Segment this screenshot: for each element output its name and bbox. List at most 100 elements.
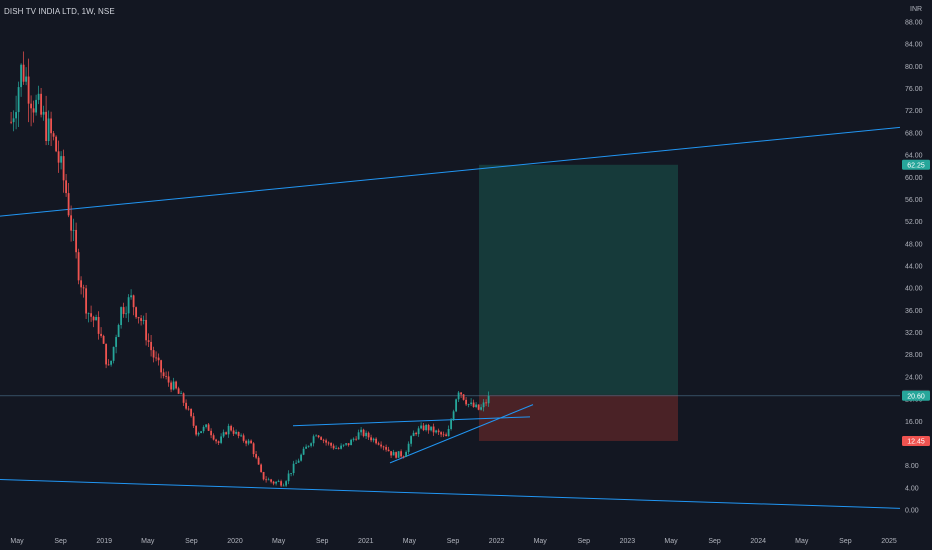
price-tick-label: 72.00 xyxy=(905,108,923,115)
candle-body xyxy=(222,432,225,437)
price-tick-label: 64.00 xyxy=(905,153,923,160)
candle-body xyxy=(240,435,242,437)
rising-support-trendline[interactable] xyxy=(389,404,534,464)
candle-body xyxy=(435,430,437,433)
candle-body xyxy=(302,448,305,455)
candle-body xyxy=(450,419,452,429)
lower-channel-trendline[interactable] xyxy=(0,479,900,509)
candle-body xyxy=(455,399,457,412)
price-axis[interactable]: 88.00 84.00 80.00 76.00 72.00 68.00 64.00 60.00… xyxy=(900,0,932,530)
candle-body xyxy=(327,442,330,444)
candle-body xyxy=(442,434,445,436)
candle-body xyxy=(92,316,95,321)
candle-body xyxy=(267,479,270,481)
candle-body xyxy=(467,404,470,405)
target-profit-zone[interactable] xyxy=(479,164,678,395)
candle-body xyxy=(100,333,102,336)
candle-body xyxy=(332,445,335,449)
candle-body xyxy=(247,440,250,444)
candle-body xyxy=(127,297,130,314)
price-tick-label: 56.00 xyxy=(905,197,923,204)
candle-body xyxy=(90,313,92,317)
candle-body xyxy=(65,180,67,194)
candle-body xyxy=(135,307,137,318)
candle-body xyxy=(252,443,255,455)
time-axis-label: May xyxy=(141,538,155,545)
candle-body xyxy=(282,485,285,487)
candle-body xyxy=(300,454,302,461)
time-axis-label: Sep xyxy=(316,538,329,545)
candle-body xyxy=(375,438,377,444)
candle-body xyxy=(35,99,37,113)
price-badge-label: 62.25 xyxy=(907,162,925,169)
candle-body xyxy=(452,411,455,420)
candle-body xyxy=(197,433,200,435)
candle-body xyxy=(20,64,22,88)
candle-body xyxy=(227,425,230,435)
candle-body xyxy=(362,429,365,437)
candle-body xyxy=(17,87,20,113)
candle-body xyxy=(190,408,192,417)
candle-body xyxy=(67,193,70,216)
time-axis-label: 2019 xyxy=(96,538,112,545)
candle-body xyxy=(372,438,375,441)
candle-body xyxy=(477,404,480,410)
candle-body xyxy=(485,402,487,404)
candle-body xyxy=(317,435,320,438)
candle-body xyxy=(205,424,207,427)
price-tick-label: 24.00 xyxy=(905,374,923,381)
candle-body xyxy=(107,364,110,366)
candle-body xyxy=(400,451,402,457)
candle-body xyxy=(80,280,82,288)
candle-body xyxy=(365,432,367,437)
candle-body xyxy=(207,424,210,431)
candle-body xyxy=(60,156,62,163)
resistance-trendline[interactable] xyxy=(292,416,531,427)
candle-body xyxy=(70,215,72,231)
candle-body xyxy=(242,435,245,441)
candle-body xyxy=(40,93,42,115)
price-tick-label: 28.00 xyxy=(905,352,923,359)
price-chart[interactable] xyxy=(0,0,900,530)
price-tick-label: 80.00 xyxy=(905,64,923,71)
candle-body xyxy=(340,445,342,449)
candle-body xyxy=(87,313,90,315)
candle-body xyxy=(45,111,47,142)
candle-body xyxy=(480,407,482,410)
candle-body xyxy=(250,440,252,444)
candle-body xyxy=(427,425,430,431)
candle-body xyxy=(465,399,467,405)
candle-body xyxy=(185,402,187,409)
candle-body xyxy=(352,438,355,440)
candle-body xyxy=(382,446,385,448)
candle-body xyxy=(125,313,127,315)
candle-body xyxy=(395,452,397,458)
candle-body xyxy=(262,472,265,480)
candle-body xyxy=(117,325,120,338)
candle-body xyxy=(140,318,142,321)
candle-body xyxy=(280,481,282,486)
candle-body xyxy=(105,343,107,365)
candle-body xyxy=(25,76,27,82)
candle-body xyxy=(230,425,232,431)
candle-body xyxy=(162,372,165,377)
candle-body xyxy=(417,428,420,435)
candle-body xyxy=(232,430,235,434)
time-axis-label: 2024 xyxy=(750,538,766,545)
candle-body xyxy=(192,416,195,426)
candle-body xyxy=(225,432,227,435)
candle-body xyxy=(77,252,80,281)
candle-body xyxy=(315,435,317,437)
upper-channel-trendline[interactable] xyxy=(0,126,900,217)
price-badge xyxy=(902,390,930,401)
time-axis[interactable]: May Sep 2019 May Sep 2020 May Sep 2021 May Sep 2022… xyxy=(0,530,900,550)
candle-body xyxy=(355,438,357,440)
candle-body xyxy=(12,118,15,123)
candle-body xyxy=(85,288,87,314)
candle-body xyxy=(55,136,57,152)
candle-body xyxy=(10,121,12,123)
candle-body xyxy=(482,402,485,408)
time-axis-label: 2023 xyxy=(620,538,636,545)
candle-body xyxy=(75,229,77,253)
chart-symbol-title: DISH TV INDIA LTD, 1W, NSE xyxy=(4,7,115,16)
